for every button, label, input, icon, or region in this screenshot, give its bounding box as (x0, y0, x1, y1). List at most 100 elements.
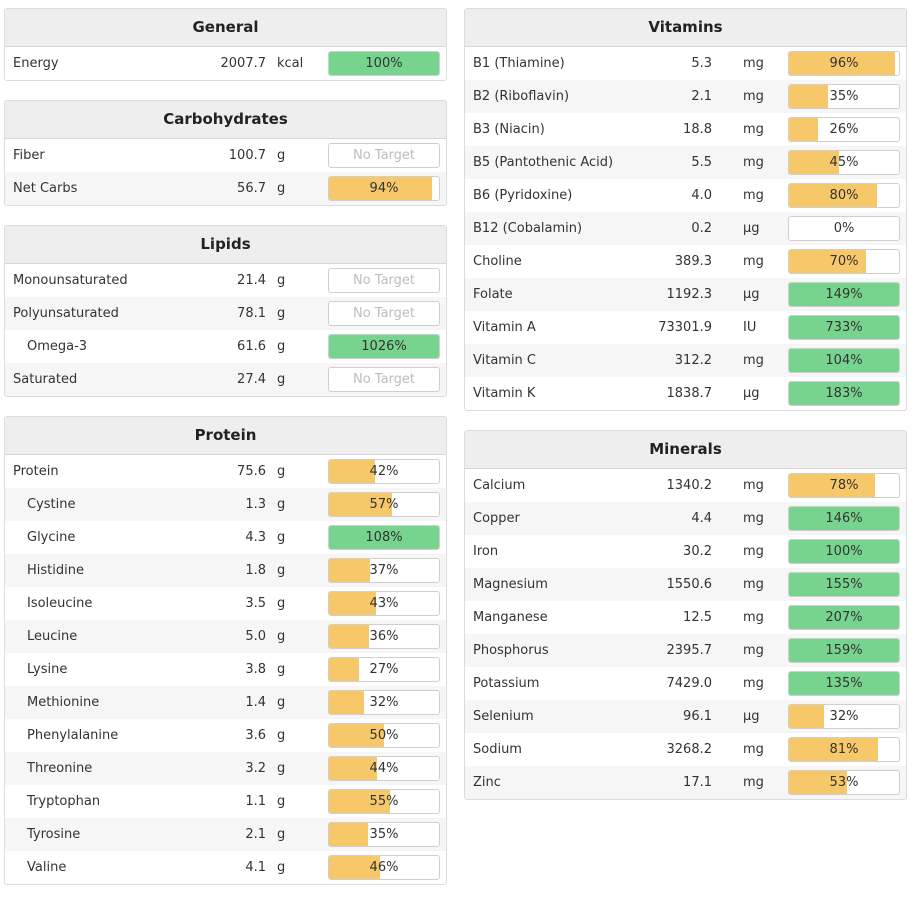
progress-fill (329, 658, 359, 681)
nutrient-name: Vitamin C (473, 353, 537, 368)
nutrient-amount: 7429.0 (666, 676, 713, 691)
nutrient-row-zinc: Zinc 17.1 mg 53% (465, 766, 906, 799)
progress-label: 43% (369, 596, 399, 611)
nutrient-name: B1 (Thiamine) (473, 56, 565, 71)
nutrient-row-saturated: Saturated 27.4 g No Target (5, 363, 446, 396)
progress-fill (329, 691, 365, 714)
target-progress-bar: 46% (328, 855, 440, 880)
nutrient-row-phenylalanine: Phenylalanine 3.6 g 50% (5, 719, 446, 752)
target-progress-bar: 26% (788, 117, 900, 142)
progress-label: No Target (352, 372, 416, 387)
target-progress-bar: 183% (788, 381, 900, 406)
nutrient-row-tyrosine: Tyrosine 2.1 g 35% (5, 818, 446, 851)
nutrient-unit: µg (743, 287, 760, 302)
nutrient-name: Copper (473, 511, 520, 526)
nutrient-row-fiber: Fiber 100.7 g No Target (5, 139, 446, 172)
nutrient-row-valine: Valine 4.1 g 46% (5, 851, 446, 884)
nutrient-name: Omega-3 (27, 339, 88, 354)
target-progress-bar: 159% (788, 638, 900, 663)
target-progress-bar: 45% (788, 150, 900, 175)
nutrient-unit: µg (743, 221, 760, 236)
nutrient-amount: 18.8 (683, 122, 712, 137)
nutrient-unit: g (277, 530, 286, 545)
nutrient-amount: 17.1 (683, 775, 712, 790)
protein-panel: Protein Protein 75.6 g 42% Cystine 1.3 g 57% Glyc… (4, 416, 447, 885)
progress-label: 733% (825, 320, 863, 335)
nutrient-amount: 1.3 (245, 497, 266, 512)
nutrient-unit: g (277, 148, 286, 163)
nutrient-row-cystine: Cystine 1.3 g 57% (5, 488, 446, 521)
target-progress-bar: 50% (328, 723, 440, 748)
nutrient-name: B6 (Pyridoxine) (473, 188, 573, 203)
progress-label: 26% (829, 122, 859, 137)
nutrient-amount: 3.6 (245, 728, 266, 743)
nutrient-unit: mg (743, 89, 764, 104)
target-progress-bar: 32% (788, 704, 900, 729)
nutrient-unit: mg (743, 122, 764, 137)
progress-label: 104% (825, 353, 863, 368)
nutrient-name: Monounsaturated (13, 273, 128, 288)
nutrient-name: Leucine (27, 629, 78, 644)
nutrient-name: Magnesium (473, 577, 548, 592)
progress-fill (329, 559, 370, 582)
panel-title: Lipids (5, 226, 446, 264)
nutrient-unit: kcal (277, 56, 304, 71)
nutrient-row-b1-thiamine: B1 (Thiamine) 5.3 mg 96% (465, 47, 906, 80)
panel-title: Minerals (465, 431, 906, 469)
nutrient-amount: 4.0 (691, 188, 712, 203)
nutrient-amount: 61.6 (237, 339, 266, 354)
target-progress-bar: 36% (328, 624, 440, 649)
nutrient-row-folate: Folate 1192.3 µg 149% (465, 278, 906, 311)
nutrient-row-b5-pantothenic-acid: B5 (Pantothenic Acid) 5.5 mg 45% (465, 146, 906, 179)
progress-label: 155% (825, 577, 863, 592)
progress-fill (789, 672, 899, 695)
progress-label: 45% (829, 155, 859, 170)
target-progress-bar: 81% (788, 737, 900, 762)
nutrient-amount: 4.3 (245, 530, 266, 545)
nutrient-row-iron: Iron 30.2 mg 100% (465, 535, 906, 568)
nutrient-name: Tryptophan (27, 794, 101, 809)
progress-label: 96% (829, 56, 859, 71)
nutrient-name: B2 (Riboflavin) (473, 89, 570, 104)
nutrient-unit: g (277, 860, 286, 875)
target-progress-bar: 57% (328, 492, 440, 517)
nutrient-unit: IU (743, 320, 757, 335)
target-progress-bar: 155% (788, 572, 900, 597)
nutrient-row-net-carbs: Net Carbs 56.7 g 94% (5, 172, 446, 205)
progress-label: No Target (352, 148, 416, 163)
nutrient-name: Saturated (13, 372, 78, 387)
progress-label: 37% (369, 563, 399, 578)
nutrient-row-calcium: Calcium 1340.2 mg 78% (465, 469, 906, 502)
nutrient-unit: g (277, 629, 286, 644)
progress-label: 50% (369, 728, 399, 743)
target-progress-bar: 149% (788, 282, 900, 307)
progress-fill (789, 738, 879, 761)
nutrient-name: Valine (27, 860, 67, 875)
nutrient-name: Lysine (27, 662, 68, 677)
nutrient-amount: 0.2 (691, 221, 712, 236)
progress-fill (789, 573, 899, 596)
panel-title: Protein (5, 417, 446, 455)
nutrient-unit: g (277, 563, 286, 578)
target-progress-bar: No Target (328, 301, 440, 326)
nutrient-name: B5 (Pantothenic Acid) (473, 155, 614, 170)
nutrient-amount: 73301.9 (658, 320, 712, 335)
nutrient-name: Calcium (473, 478, 526, 493)
nutrient-amount: 2007.7 (220, 56, 267, 71)
nutrient-row-vitamin-k: Vitamin K 1838.7 µg 183% (465, 377, 906, 410)
nutrient-name: Polyunsaturated (13, 306, 119, 321)
general-panel: General Energy 2007.7 kcal 100% (4, 8, 447, 81)
target-progress-bar: 37% (328, 558, 440, 583)
nutrient-row-monounsaturated: Monounsaturated 21.4 g No Target (5, 264, 446, 297)
nutrient-row-glycine: Glycine 4.3 g 108% (5, 521, 446, 554)
target-progress-bar: No Target (328, 268, 440, 293)
nutrient-name: Vitamin K (473, 386, 536, 401)
nutrient-unit: g (277, 794, 286, 809)
target-progress-bar: 1026% (328, 334, 440, 359)
nutrient-unit: mg (743, 577, 764, 592)
progress-fill (329, 724, 384, 747)
nutrient-amount: 3.2 (245, 761, 266, 776)
nutrient-name: Zinc (473, 775, 501, 790)
progress-fill (329, 526, 439, 549)
target-progress-bar: 100% (788, 539, 900, 564)
